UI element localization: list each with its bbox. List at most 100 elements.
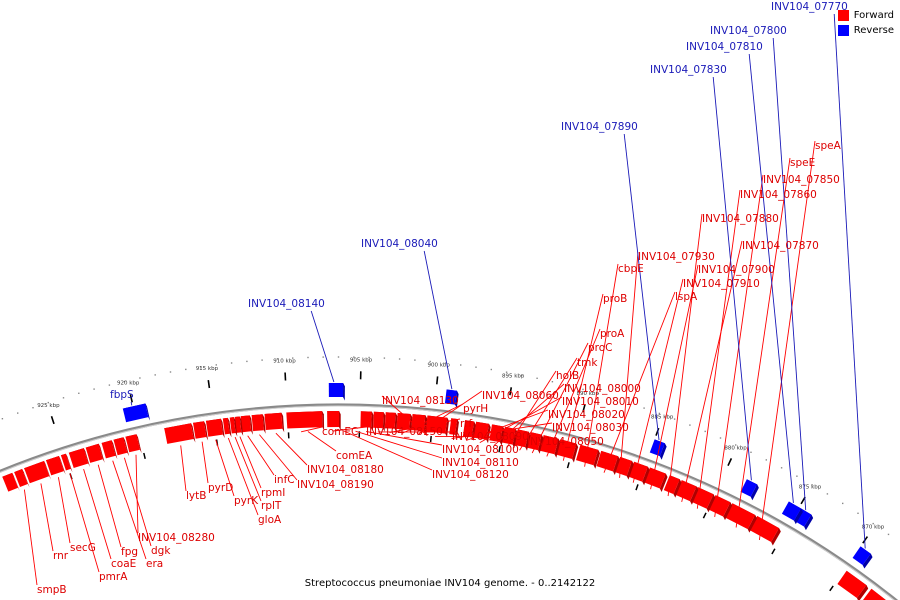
forward-gene-block[interactable]: [264, 412, 285, 433]
forward-gene-block[interactable]: [125, 434, 142, 454]
forward-gene-block[interactable]: [222, 417, 232, 438]
reverse-gene-block[interactable]: [328, 383, 345, 401]
gene-label-forward[interactable]: INV104_08050: [527, 436, 604, 448]
gene-label-forward[interactable]: proB: [603, 293, 627, 305]
gene-label-forward[interactable]: pyrK: [234, 495, 259, 507]
gene-label-forward[interactable]: rnr: [53, 550, 69, 562]
forward-gene-block[interactable]: [164, 423, 196, 444]
forward-gene-block[interactable]: [514, 429, 531, 451]
forward-gene-block[interactable]: [360, 411, 374, 432]
forward-gene-block[interactable]: [113, 437, 130, 457]
gene-label-forward[interactable]: rpmI: [261, 487, 285, 499]
gene-label-reverse[interactable]: fbpS: [110, 389, 134, 401]
forward-gene-block[interactable]: [46, 456, 66, 476]
reverse-gene-block[interactable]: [781, 501, 803, 525]
gene-label-forward[interactable]: tmk: [577, 357, 598, 369]
gene-label-forward[interactable]: INV104_07850: [763, 174, 840, 186]
reverse-gene-block[interactable]: [794, 508, 814, 531]
gene-label-reverse[interactable]: INV104_08040: [361, 238, 438, 250]
gene-label-forward[interactable]: INV104_08000: [564, 383, 641, 395]
forward-gene-block[interactable]: [24, 461, 51, 484]
gene-label-forward[interactable]: INV104_07930: [638, 251, 715, 263]
gene-label-forward[interactable]: dgk: [151, 545, 171, 557]
gene-label-forward[interactable]: rrf: [460, 418, 472, 430]
gene-label-forward[interactable]: INV104_08130: [382, 395, 459, 407]
forward-gene-block[interactable]: [286, 411, 325, 431]
reverse-gene-block[interactable]: [122, 403, 151, 423]
gene-label-reverse[interactable]: INV104_07830: [650, 64, 727, 76]
forward-gene-block[interactable]: [327, 411, 341, 431]
forward-gene-block[interactable]: [837, 570, 869, 600]
forward-gene-block[interactable]: [68, 448, 90, 468]
gene-label-forward[interactable]: INV104_08110: [442, 457, 519, 469]
forward-gene-block[interactable]: [462, 420, 476, 441]
gene-label-forward[interactable]: INV104_08100: [442, 444, 519, 456]
forward-gene-block[interactable]: [85, 443, 105, 463]
gene-label-reverse[interactable]: INV104_07800: [710, 25, 787, 37]
gene-label-forward[interactable]: rplT: [261, 500, 282, 512]
gene-label-forward[interactable]: lytB: [186, 490, 206, 502]
forward-gene-block[interactable]: [229, 417, 238, 437]
gene-label-forward[interactable]: INV104_08090: [452, 431, 529, 443]
forward-gene-block[interactable]: [725, 503, 757, 533]
gene-label-forward[interactable]: pyrH: [463, 403, 488, 415]
gene-label-forward[interactable]: INV104_08280: [138, 532, 215, 544]
gene-label-forward[interactable]: INV104_08010: [562, 396, 639, 408]
gene-label-reverse[interactable]: INV104_07810: [686, 41, 763, 53]
forward-gene-block[interactable]: [60, 453, 73, 473]
gene-label-forward[interactable]: proA: [600, 328, 625, 340]
forward-gene-block[interactable]: [240, 415, 253, 435]
gene-label-forward[interactable]: INV104_07900: [698, 264, 775, 276]
gene-label-forward[interactable]: coaE: [111, 558, 136, 570]
gene-label-forward[interactable]: smpB: [37, 584, 67, 596]
gene-label-reverse[interactable]: INV104_08140: [248, 298, 325, 310]
gene-label-reverse[interactable]: INV104_07890: [561, 121, 638, 133]
gene-label-forward[interactable]: pyrD: [208, 482, 233, 494]
gene-label-forward[interactable]: INV104_07880: [702, 213, 779, 225]
gene-label-forward[interactable]: lspA: [675, 291, 698, 303]
forward-gene-block[interactable]: [862, 588, 898, 600]
gene-label-forward[interactable]: speE: [790, 157, 815, 169]
reverse-gene-block[interactable]: [852, 546, 873, 569]
gene-label-forward[interactable]: speA: [815, 140, 842, 152]
forward-gene-block[interactable]: [373, 411, 386, 432]
forward-gene-block[interactable]: [2, 472, 20, 492]
gene-label-forward[interactable]: INV104_08120: [432, 469, 509, 481]
gene-label-forward[interactable]: INV104_07860: [740, 189, 817, 201]
forward-gene-block[interactable]: [101, 440, 118, 460]
forward-gene-block[interactable]: [396, 413, 413, 434]
gene-label-forward[interactable]: INV104_08190: [297, 479, 374, 491]
gene-label-forward[interactable]: cbpE: [618, 263, 644, 275]
gene-label-forward[interactable]: gloA: [258, 514, 282, 526]
gene-label-forward[interactable]: INV104_07910: [683, 278, 760, 290]
forward-gene-block[interactable]: [576, 444, 600, 469]
gene-label-forward[interactable]: INV104_08060: [482, 390, 559, 402]
reverse-gene-block[interactable]: [444, 389, 459, 409]
gene-label-forward[interactable]: comEC: [322, 426, 358, 438]
gene-label-forward[interactable]: infC: [274, 474, 295, 486]
gene-label-forward[interactable]: proC: [588, 342, 613, 354]
gene-label-reverse[interactable]: INV104_07770: [771, 1, 848, 13]
gene-label-forward[interactable]: secG: [70, 542, 96, 554]
gene-label-forward[interactable]: INV104_08020: [548, 409, 625, 421]
gene-label-forward[interactable]: comEA: [336, 450, 373, 462]
gene-label-forward[interactable]: INV104_08030: [552, 422, 629, 434]
gene-label-forward[interactable]: holB: [556, 370, 579, 382]
forward-gene-block[interactable]: [663, 475, 682, 498]
gene-label-forward[interactable]: INV104_08150: [366, 426, 443, 438]
forward-gene-block[interactable]: [708, 495, 733, 521]
reverse-gene-block[interactable]: [649, 439, 667, 460]
forward-gene-block[interactable]: [251, 414, 266, 434]
forward-gene-block[interactable]: [675, 480, 699, 505]
gene-label-forward[interactable]: INV104_07870: [742, 240, 819, 252]
forward-gene-block[interactable]: [384, 412, 398, 433]
forward-gene-block[interactable]: [193, 421, 209, 441]
gene-label-forward[interactable]: era: [146, 558, 163, 570]
gene-label-forward[interactable]: pmrA: [99, 571, 128, 583]
reverse-gene-block[interactable]: [740, 479, 759, 501]
gene-label-forward[interactable]: fpg: [121, 546, 138, 558]
gene-label-forward[interactable]: INV104_08180: [307, 464, 384, 476]
forward-gene-block[interactable]: [749, 516, 781, 546]
forward-gene-block[interactable]: [14, 469, 30, 488]
forward-gene-block[interactable]: [205, 418, 225, 439]
